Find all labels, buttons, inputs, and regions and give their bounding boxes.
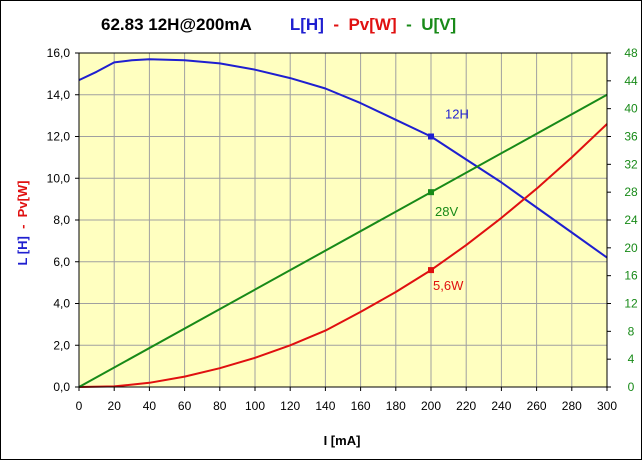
y-left-tick-label: 6,0 <box>53 255 70 269</box>
y-left-axis-ticks: 0,0 2,0 4,0 6,0 8,0 10,0 12,0 14,0 16,0 <box>47 46 79 394</box>
title-model: 62.83 12H@200mA <box>101 15 252 34</box>
y-label-inductance: L [H] <box>15 236 30 265</box>
x-tick-label: 300 <box>597 399 617 413</box>
x-tick-label: 80 <box>213 399 227 413</box>
x-axis-ticks: 0 20 40 60 80 100 120 140 160 180 200 220 240 260 280 3… <box>76 387 617 413</box>
x-tick-label: 20 <box>108 399 122 413</box>
x-tick-label: 40 <box>143 399 157 413</box>
y-right-tick-label: 20 <box>624 241 638 255</box>
annotation-marker <box>428 189 434 196</box>
x-tick-label: 260 <box>527 399 547 413</box>
y-right-tick-label: 0 <box>628 380 635 394</box>
y-right-tick-label: 40 <box>624 102 638 116</box>
y-left-tick-label: 8,0 <box>53 213 70 227</box>
x-tick-label: 0 <box>76 399 83 413</box>
title-voltage: U[V] <box>421 15 456 34</box>
x-tick-label: 180 <box>386 399 406 413</box>
y-label-power: Pv[W] <box>15 180 30 217</box>
y-left-tick-label: 16,0 <box>47 46 71 60</box>
chart-title: 62.83 12H@200mA L[H] - Pv[W] - U[V] <box>101 15 456 34</box>
y-left-tick-label: 12,0 <box>47 130 71 144</box>
y-right-tick-label: 36 <box>624 130 638 144</box>
grid <box>79 53 607 387</box>
series-group <box>78 58 608 388</box>
y-left-axis-label: L [H] - Pv[W] <box>15 180 30 265</box>
y-label-sep: - <box>15 221 30 233</box>
annotation-label: 28V <box>435 204 458 219</box>
series-line-l-h <box>78 58 608 259</box>
y-left-tick-label: 0,0 <box>53 380 70 394</box>
x-tick-label: 160 <box>351 399 371 413</box>
y-right-tick-label: 8 <box>628 324 635 338</box>
annotation-marker <box>428 133 434 140</box>
annotations: 12H 28V 5,6W <box>428 107 469 293</box>
title-power: Pv[W] <box>348 15 396 34</box>
x-tick-label: 120 <box>280 399 300 413</box>
y-right-tick-label: 12 <box>624 297 638 311</box>
x-tick-label: 220 <box>456 399 476 413</box>
annotation-marker <box>428 267 434 274</box>
annotation-label: 5,6W <box>433 278 464 293</box>
y-right-tick-label: 32 <box>624 157 638 171</box>
annotation-label: 12H <box>445 107 469 122</box>
x-tick-label: 280 <box>562 399 582 413</box>
y-right-tick-label: 44 <box>624 74 638 88</box>
title-sep-2: - <box>401 15 416 34</box>
title-sep-1: - <box>329 15 344 34</box>
y-right-tick-label: 24 <box>624 213 638 227</box>
y-right-tick-label: 4 <box>628 352 635 366</box>
x-tick-label: 60 <box>178 399 192 413</box>
title-inductance: L[H] <box>290 15 324 34</box>
y-left-tick-label: 2,0 <box>53 338 70 352</box>
series-line-pv-w <box>78 123 608 388</box>
y-right-tick-label: 48 <box>624 46 638 60</box>
x-tick-label: 140 <box>315 399 335 413</box>
y-right-tick-label: 28 <box>624 185 638 199</box>
x-tick-label: 240 <box>491 399 511 413</box>
y-right-tick-label: 16 <box>624 269 638 283</box>
x-axis-label: I [mA] <box>324 433 361 448</box>
y-left-tick-label: 10,0 <box>47 171 71 185</box>
y-left-tick-label: 4,0 <box>53 297 70 311</box>
series-line-u-v <box>78 93 608 388</box>
x-tick-label: 200 <box>421 399 441 413</box>
y-left-tick-label: 14,0 <box>47 88 71 102</box>
x-tick-label: 100 <box>245 399 265 413</box>
